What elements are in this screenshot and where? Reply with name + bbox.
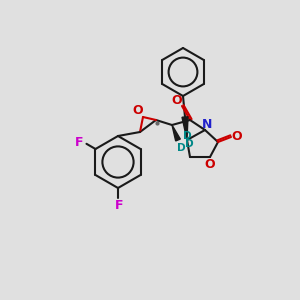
- Text: F: F: [115, 199, 123, 212]
- Text: O: O: [205, 158, 215, 170]
- Polygon shape: [172, 125, 180, 141]
- Text: O: O: [133, 104, 143, 118]
- Text: D: D: [185, 139, 193, 149]
- Text: O: O: [232, 130, 242, 142]
- Text: F: F: [75, 136, 84, 149]
- Polygon shape: [182, 117, 188, 140]
- Text: D: D: [177, 143, 185, 153]
- Text: O: O: [172, 94, 182, 107]
- Text: D: D: [183, 131, 191, 141]
- Text: N: N: [202, 118, 212, 131]
